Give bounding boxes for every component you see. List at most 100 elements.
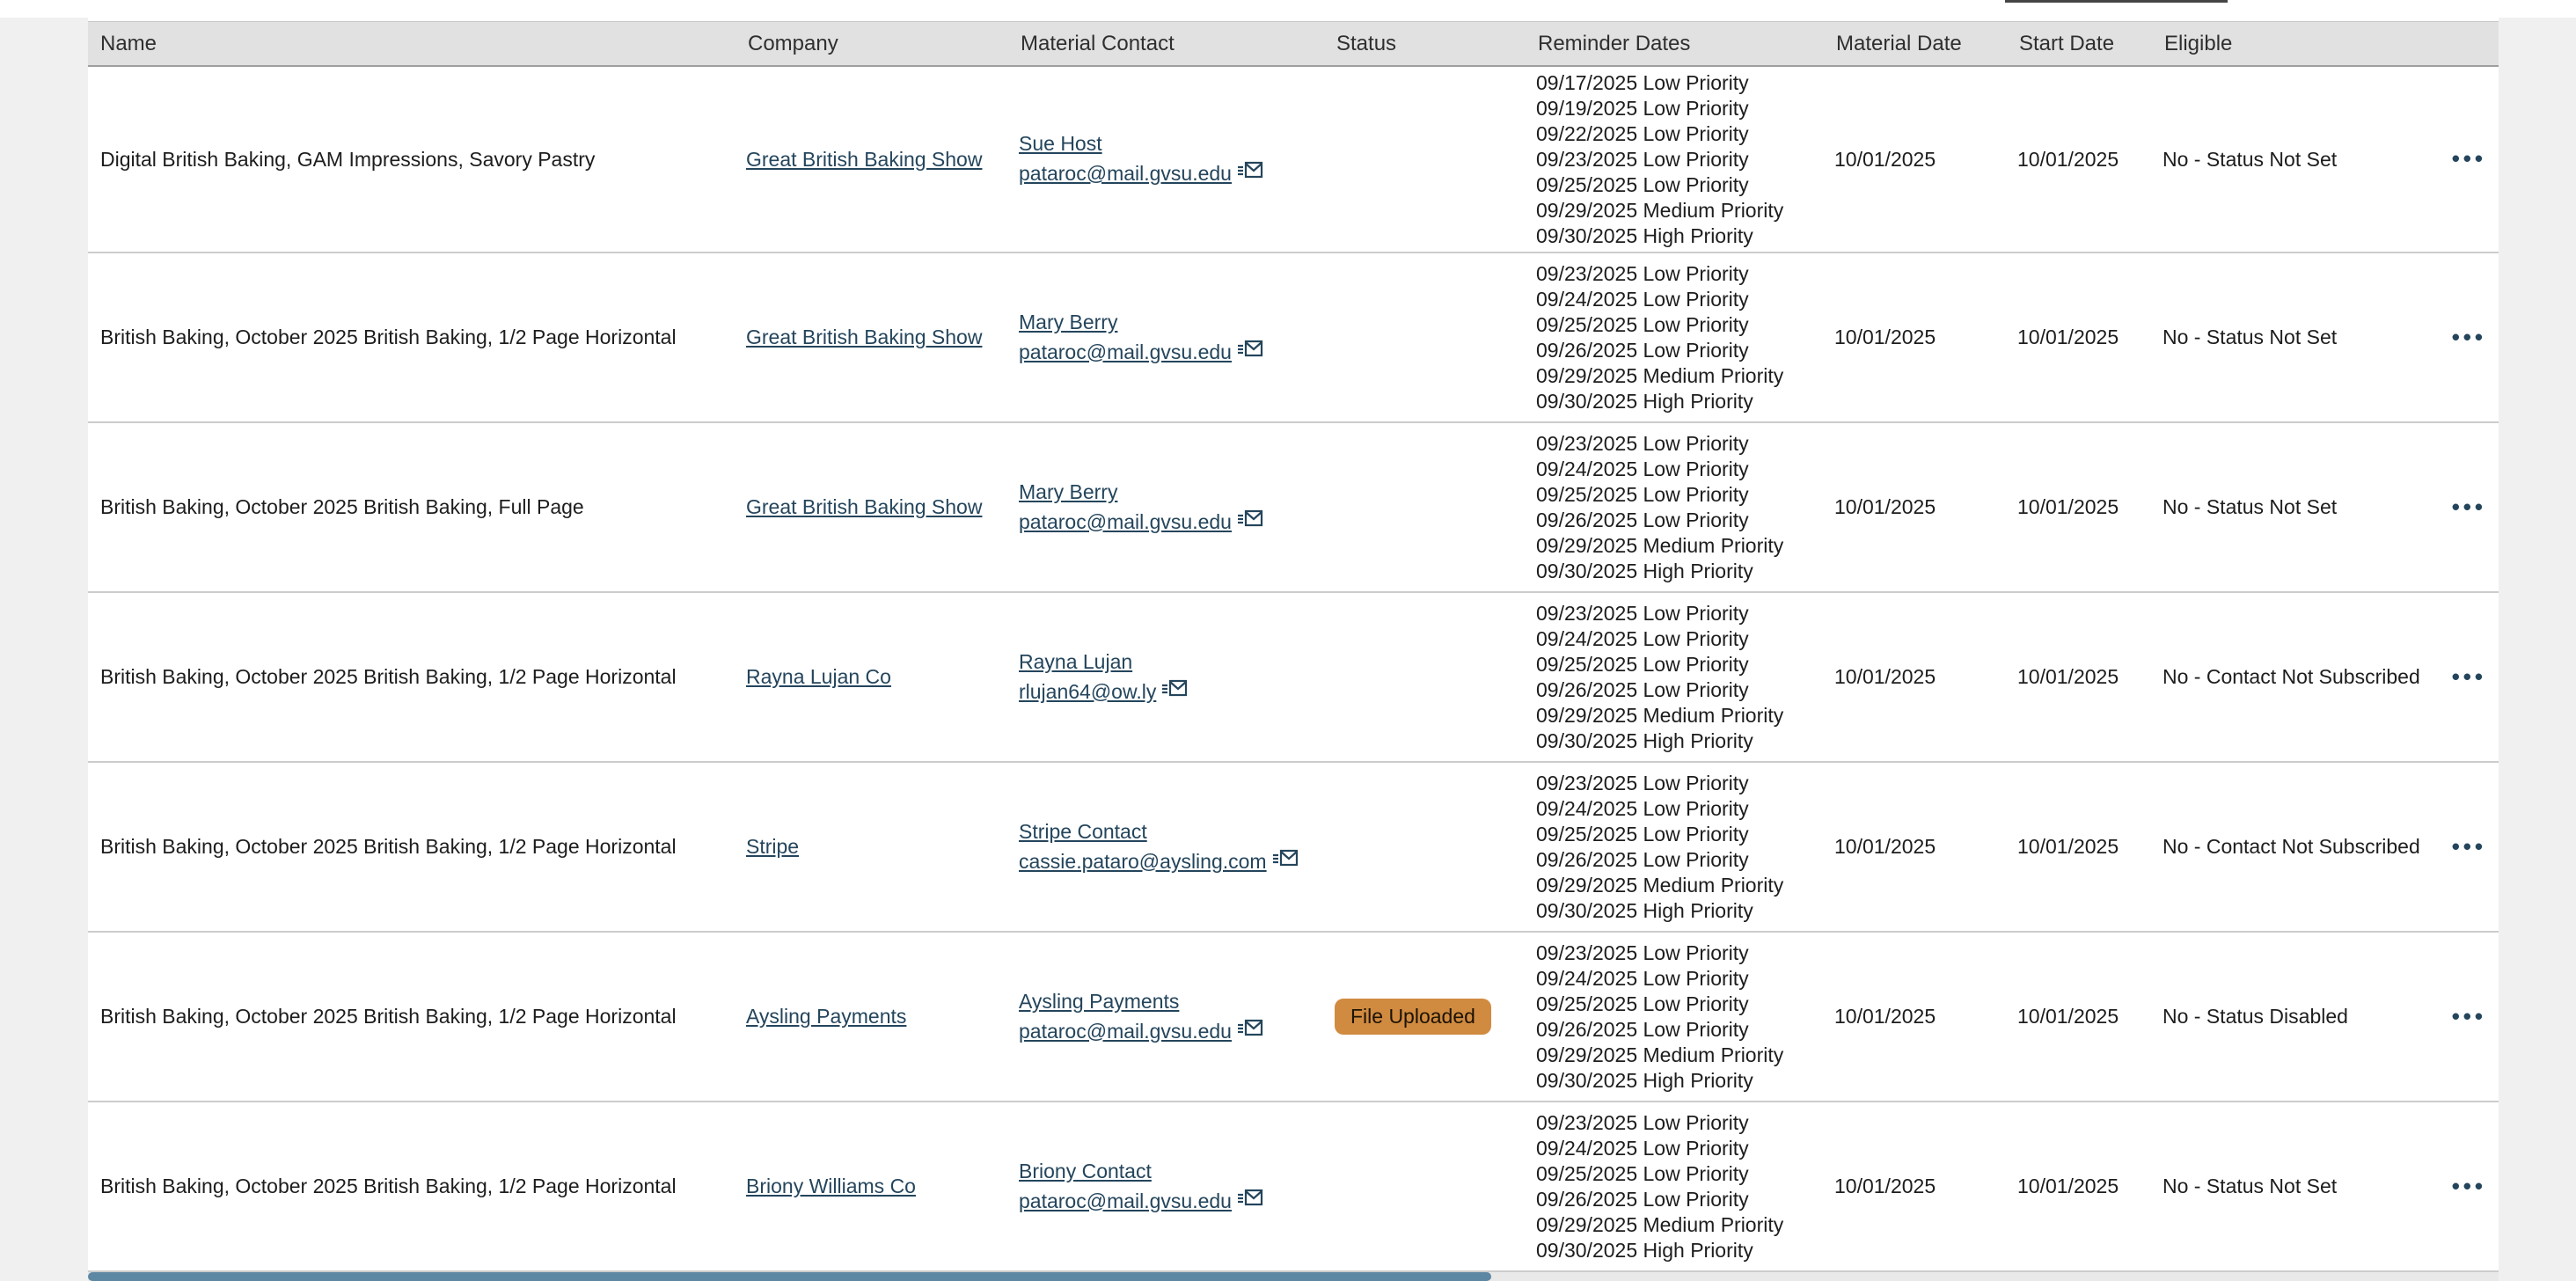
name-cell: British Baking, October 2025 British Bak… xyxy=(100,835,677,858)
table-row: British Baking, October 2025 British Bak… xyxy=(88,1102,2499,1272)
company-cell: Great British Baking Show xyxy=(746,326,1019,349)
company-link[interactable]: Stripe xyxy=(746,835,800,858)
table-row: British Baking, October 2025 British Bak… xyxy=(88,763,2499,933)
contact-name-link[interactable]: Mary Berry xyxy=(1019,310,1118,333)
company-link[interactable]: Great British Baking Show xyxy=(746,147,983,171)
reminder-line: 09/23/2025 Low Priority xyxy=(1536,771,1749,794)
row-actions-button[interactable]: ••• xyxy=(2451,1172,2486,1199)
reminder-line: 09/26/2025 Low Priority xyxy=(1536,508,1749,531)
start-date-cell: 10/01/2025 xyxy=(2017,326,2119,348)
actions-cell: ••• xyxy=(2428,495,2499,520)
actions-cell: ••• xyxy=(2428,147,2499,172)
reminder-line: 09/25/2025 Low Priority xyxy=(1536,482,1749,506)
material-date-cell: 10/01/2025 xyxy=(1834,835,1936,858)
status-badge: File Uploaded xyxy=(1335,999,1491,1035)
company-link[interactable]: Great British Baking Show xyxy=(746,495,983,518)
contact-email-link[interactable]: pataroc@mail.gvsu.edu xyxy=(1019,340,1232,363)
reminder-line: 09/26/2025 Low Priority xyxy=(1536,338,1749,362)
material-date-cell: 10/01/2025 xyxy=(1834,495,1936,518)
reminder-line: 09/29/2025 Medium Priority xyxy=(1536,1212,1784,1236)
eligible-cell: No - Status Not Set xyxy=(2163,1175,2338,1197)
reminder-dates-cell: 09/23/2025 Low Priority 09/24/2025 Low Pr… xyxy=(1536,261,1834,414)
table-body: Digital British Baking, GAM Impressions,… xyxy=(88,67,2499,1272)
email-icon[interactable] xyxy=(1237,337,1263,368)
name-cell: British Baking, October 2025 British Bak… xyxy=(100,665,677,688)
reminder-line: 09/25/2025 Low Priority xyxy=(1536,1161,1749,1185)
start-date-cell: 10/01/2025 xyxy=(2017,665,2119,688)
actions-cell: ••• xyxy=(2428,1175,2499,1199)
table-row: British Baking, October 2025 British Bak… xyxy=(88,423,2499,593)
reminder-line: 09/23/2025 Low Priority xyxy=(1536,601,1749,625)
row-actions-button[interactable]: ••• xyxy=(2451,323,2486,350)
column-header-material-date[interactable]: Material Date xyxy=(1836,31,1962,55)
contact-name-link[interactable]: Sue Host xyxy=(1019,132,1102,155)
row-actions-button[interactable]: ••• xyxy=(2451,832,2486,860)
column-header-eligible[interactable]: Eligible xyxy=(2164,31,2233,55)
horizontal-scrollbar-thumb[interactable] xyxy=(88,1272,1491,1281)
email-icon[interactable] xyxy=(1237,1016,1263,1047)
contact-email-link[interactable]: pataroc@mail.gvsu.edu xyxy=(1019,1019,1232,1043)
company-cell: Aysling Payments xyxy=(746,1005,1019,1028)
row-actions-button[interactable]: ••• xyxy=(2451,1002,2486,1029)
reminder-line: 09/29/2025 Medium Priority xyxy=(1536,1043,1784,1066)
material-date-cell: 10/01/2025 xyxy=(1834,326,1936,348)
email-icon[interactable] xyxy=(1161,677,1188,707)
email-icon[interactable] xyxy=(1272,846,1299,877)
column-header-reminder-dates[interactable]: Reminder Dates xyxy=(1538,31,1691,55)
contact-name-link[interactable]: Mary Berry xyxy=(1019,479,1118,503)
horizontal-scrollbar[interactable] xyxy=(88,1272,2499,1281)
contact-email-link[interactable]: rlujan64@ow.ly xyxy=(1019,679,1157,703)
start-date-cell: 10/01/2025 xyxy=(2017,147,2119,171)
reminder-line: 09/24/2025 Low Priority xyxy=(1536,626,1749,650)
reminder-line: 09/25/2025 Low Priority xyxy=(1536,172,1749,196)
reminder-line: 09/25/2025 Low Priority xyxy=(1536,822,1749,845)
material-contact-cell: Briony Contact pataroc@mail.gvsu.edu xyxy=(1019,1157,1335,1217)
reminder-line: 09/30/2025 High Priority xyxy=(1536,223,1753,247)
company-cell: Great British Baking Show xyxy=(746,148,1019,172)
contact-name-link[interactable]: Rayna Lujan xyxy=(1019,649,1133,673)
start-date-cell: 10/01/2025 xyxy=(2017,495,2119,518)
material-contact-cell: Aysling Payments pataroc@mail.gvsu.edu xyxy=(1019,987,1335,1047)
email-icon[interactable] xyxy=(1237,158,1263,189)
reminder-line: 09/26/2025 Low Priority xyxy=(1536,847,1749,871)
reminder-line: 09/29/2025 Medium Priority xyxy=(1536,363,1784,387)
reminder-dates-cell: 09/23/2025 Low Priority 09/24/2025 Low Pr… xyxy=(1536,771,1834,924)
reminder-line: 09/24/2025 Low Priority xyxy=(1536,796,1749,820)
contact-name-link[interactable]: Aysling Payments xyxy=(1019,989,1180,1013)
reminder-line: 09/29/2025 Medium Priority xyxy=(1536,198,1784,222)
start-date-cell: 10/01/2025 xyxy=(2017,1175,2119,1197)
email-icon[interactable] xyxy=(1237,1186,1263,1217)
eligible-cell: No - Contact Not Subscribed xyxy=(2163,835,2420,858)
column-header-start-date[interactable]: Start Date xyxy=(2019,31,2115,55)
reminder-line: 09/30/2025 High Priority xyxy=(1536,559,1753,582)
contact-email-link[interactable]: pataroc@mail.gvsu.edu xyxy=(1019,1189,1232,1212)
reminder-line: 09/30/2025 High Priority xyxy=(1536,1068,1753,1092)
email-icon[interactable] xyxy=(1237,507,1263,538)
contact-name-link[interactable]: Briony Contact xyxy=(1019,1159,1152,1182)
start-date-cell: 10/01/2025 xyxy=(2017,1005,2119,1028)
company-link[interactable]: Great British Baking Show xyxy=(746,326,983,348)
reminder-line: 09/22/2025 Low Priority xyxy=(1536,121,1749,145)
contact-name-link[interactable]: Stripe Contact xyxy=(1019,819,1147,843)
column-header-status[interactable]: Status xyxy=(1336,31,1397,55)
reminder-line: 09/25/2025 Low Priority xyxy=(1536,992,1749,1015)
reminder-line: 09/29/2025 Medium Priority xyxy=(1536,533,1784,557)
column-header-name[interactable]: Name xyxy=(100,31,157,55)
reminder-line: 09/24/2025 Low Priority xyxy=(1536,457,1749,480)
column-header-company[interactable]: Company xyxy=(748,31,838,55)
row-actions-button[interactable]: ••• xyxy=(2451,662,2486,690)
company-link[interactable]: Rayna Lujan Co xyxy=(746,665,891,688)
contact-email-link[interactable]: cassie.pataro@aysling.com xyxy=(1019,849,1267,873)
row-actions-button[interactable]: ••• xyxy=(2451,493,2486,520)
company-link[interactable]: Briony Williams Co xyxy=(746,1175,916,1197)
row-actions-button[interactable]: ••• xyxy=(2451,145,2486,172)
company-link[interactable]: Aysling Payments xyxy=(746,1005,907,1028)
eligible-cell: No - Status Disabled xyxy=(2163,1005,2348,1028)
name-cell: Digital British Baking, GAM Impressions,… xyxy=(100,147,596,171)
actions-cell: ••• xyxy=(2428,835,2499,860)
reminder-dates-cell: 09/23/2025 Low Priority 09/24/2025 Low Pr… xyxy=(1536,941,1834,1094)
contact-email-link[interactable]: pataroc@mail.gvsu.edu xyxy=(1019,162,1232,185)
column-header-material-contact[interactable]: Material Contact xyxy=(1021,31,1175,55)
contact-email-link[interactable]: pataroc@mail.gvsu.edu xyxy=(1019,509,1232,533)
